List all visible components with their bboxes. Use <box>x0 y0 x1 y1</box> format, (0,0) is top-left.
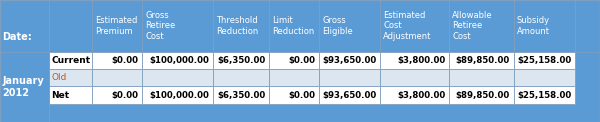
Bar <box>319 52 380 69</box>
Bar <box>514 69 575 86</box>
Text: Estimated
Cost
Adjustment: Estimated Cost Adjustment <box>383 11 432 41</box>
Text: $0.00: $0.00 <box>112 91 139 100</box>
Text: $0.00: $0.00 <box>289 91 316 100</box>
Bar <box>142 52 213 69</box>
Bar <box>49 69 92 86</box>
Text: Gross
Eligible: Gross Eligible <box>322 16 353 36</box>
Text: Gross
Retiree
Cost: Gross Retiree Cost <box>145 11 175 41</box>
Bar <box>269 0 319 52</box>
Text: Date:: Date: <box>2 32 32 42</box>
Bar <box>380 69 449 86</box>
Bar <box>142 0 213 52</box>
Bar <box>49 86 92 104</box>
Bar <box>514 86 575 104</box>
Text: Subsidy
Amount: Subsidy Amount <box>517 16 550 36</box>
Text: Allowable
Retiree
Cost: Allowable Retiree Cost <box>452 11 493 41</box>
Bar <box>92 0 142 52</box>
Text: $89,850.00: $89,850.00 <box>456 56 510 65</box>
Bar <box>269 69 319 86</box>
Bar <box>49 0 92 52</box>
Text: $6,350.00: $6,350.00 <box>218 91 266 100</box>
Text: Old: Old <box>52 73 67 82</box>
Bar <box>142 86 213 104</box>
Bar <box>0 0 600 52</box>
Text: $93,650.00: $93,650.00 <box>323 91 377 100</box>
Text: Limit
Reduction: Limit Reduction <box>272 16 314 36</box>
Text: January
2012: January 2012 <box>2 76 44 98</box>
Bar <box>49 52 92 69</box>
Bar <box>380 86 449 104</box>
Bar <box>142 69 213 86</box>
Text: Threshold
Reduction: Threshold Reduction <box>216 16 258 36</box>
Bar <box>0 52 49 122</box>
Bar <box>213 52 269 69</box>
Bar <box>319 69 380 86</box>
Text: $0.00: $0.00 <box>289 56 316 65</box>
Bar <box>92 69 142 86</box>
Bar <box>449 69 514 86</box>
Bar <box>380 0 449 52</box>
Text: $3,800.00: $3,800.00 <box>398 56 446 65</box>
Bar <box>213 69 269 86</box>
Bar <box>514 0 575 52</box>
Bar <box>449 86 514 104</box>
Bar <box>514 52 575 69</box>
Text: $6,350.00: $6,350.00 <box>218 56 266 65</box>
Text: $93,650.00: $93,650.00 <box>323 56 377 65</box>
Text: $89,850.00: $89,850.00 <box>456 91 510 100</box>
Text: $100,000.00: $100,000.00 <box>149 56 209 65</box>
Text: $25,158.00: $25,158.00 <box>518 91 572 100</box>
Bar <box>0 52 49 122</box>
Text: Net: Net <box>52 91 70 100</box>
Bar <box>92 52 142 69</box>
Text: Estimated
Premium: Estimated Premium <box>95 16 138 36</box>
Bar <box>269 52 319 69</box>
Bar <box>213 86 269 104</box>
Bar <box>449 0 514 52</box>
Text: $0.00: $0.00 <box>112 56 139 65</box>
Bar <box>380 52 449 69</box>
Bar <box>269 86 319 104</box>
Bar <box>213 0 269 52</box>
Text: $25,158.00: $25,158.00 <box>518 56 572 65</box>
Text: $100,000.00: $100,000.00 <box>149 91 209 100</box>
Bar <box>319 0 380 52</box>
Bar <box>319 86 380 104</box>
Bar <box>449 52 514 69</box>
Text: $3,800.00: $3,800.00 <box>398 91 446 100</box>
Text: Current: Current <box>52 56 91 65</box>
Bar <box>92 86 142 104</box>
